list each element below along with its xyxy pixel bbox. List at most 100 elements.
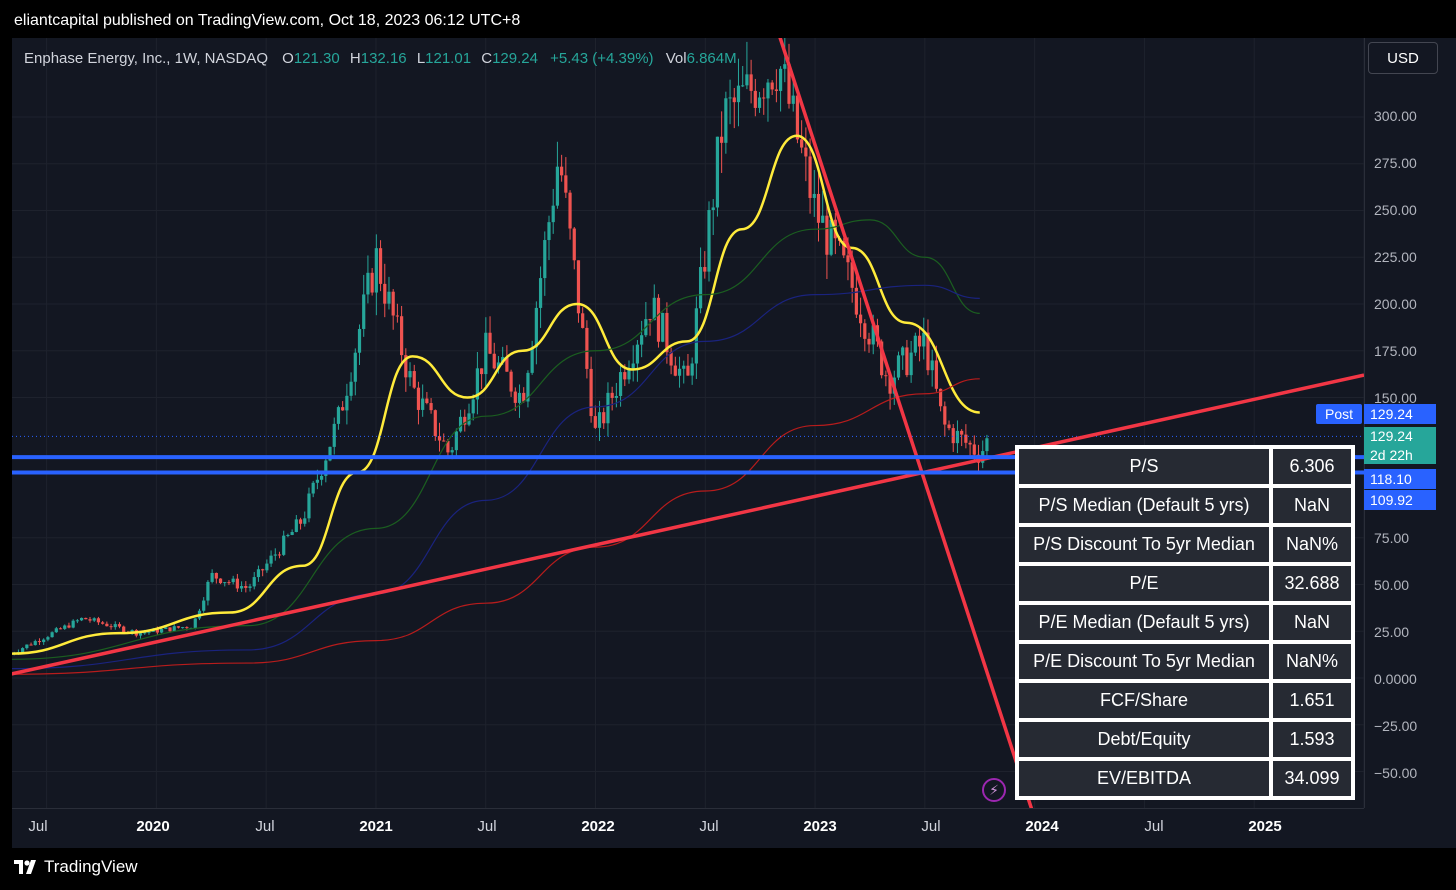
candle-body (138, 633, 143, 636)
candle-body (75, 620, 79, 622)
candle-body (113, 624, 117, 628)
candle-body (311, 482, 315, 494)
candle-body (825, 215, 829, 255)
metric-value: 34.099 (1271, 759, 1353, 798)
candle-body (800, 139, 804, 148)
candle-body (736, 85, 741, 103)
candle-body (286, 534, 290, 536)
candle-body (783, 64, 787, 69)
price-tick-label: 0.0000 (1374, 671, 1417, 687)
candle-body (858, 314, 863, 324)
candle-body (547, 222, 551, 241)
candle-body (202, 600, 206, 611)
candle-body (256, 569, 261, 578)
metric-value: 32.688 (1271, 564, 1353, 603)
candle-body (168, 627, 172, 632)
candle-body (538, 278, 543, 308)
candle-body (513, 391, 517, 403)
candle-body (880, 341, 884, 376)
candle-body (816, 193, 821, 223)
candle-body (437, 436, 442, 441)
candle-body (530, 347, 534, 373)
metric-row: P/E 32.688 (1017, 564, 1353, 603)
candle-body (698, 267, 703, 309)
price-tick-label: 175.00 (1374, 343, 1417, 359)
candle-body (349, 381, 353, 396)
candle-body (193, 618, 197, 629)
close-value: 129.24 (492, 50, 538, 67)
metric-row: P/S Discount To 5yr Median NaN% (1017, 525, 1353, 564)
candle-body (543, 240, 547, 279)
candle-body (101, 622, 105, 624)
candle-body (63, 625, 67, 629)
candle-body (602, 412, 606, 424)
candle-body (446, 440, 450, 453)
candle-body (429, 403, 433, 411)
candle-body (143, 632, 147, 634)
candle-body (597, 412, 602, 428)
price-tick-label: 275.00 (1374, 155, 1417, 171)
currency-button[interactable]: USD (1368, 42, 1438, 74)
candle-body (239, 586, 244, 589)
candle-body (829, 219, 833, 255)
candle-body (753, 90, 757, 108)
candle-body (821, 215, 825, 223)
candle-body (846, 255, 850, 263)
lightning-icon[interactable]: ⚡ (982, 778, 1006, 802)
candle-body (433, 410, 437, 437)
candle-body (450, 450, 454, 453)
candle-body (223, 582, 227, 584)
candle-body (117, 624, 122, 627)
candle-body (33, 641, 37, 646)
candle-body (884, 375, 888, 377)
footer (0, 848, 1456, 890)
candle-body (25, 644, 29, 649)
candle-body (896, 355, 901, 378)
candle-body (715, 136, 720, 208)
metric-value: NaN (1271, 486, 1353, 525)
candle-body (690, 363, 694, 376)
candle-body (471, 399, 475, 414)
chart-area[interactable] (12, 38, 1364, 808)
moving-average-red (12, 378, 980, 675)
price-chart[interactable] (12, 38, 1364, 808)
candle-body (442, 440, 446, 442)
last-price-label: 129.24 (1364, 427, 1436, 445)
tradingview-brand[interactable]: TradingView (14, 857, 138, 877)
time-axis[interactable] (12, 808, 1364, 849)
candle-body (863, 323, 867, 339)
candle-body (122, 626, 126, 633)
post-price-label: 129.24 (1364, 404, 1436, 424)
valuation-metrics-table: P/S 6.306 P/S Median (Default 5 yrs) NaN P/S… (1015, 445, 1355, 800)
candle-body (185, 627, 189, 629)
time-tick-label: 2023 (803, 818, 837, 835)
candle-body (686, 365, 690, 376)
bar-countdown-label: 2d 22h (1364, 445, 1436, 464)
high-value: 132.16 (360, 50, 407, 67)
price-tick-label: 50.00 (1374, 577, 1410, 593)
candle-body (391, 291, 395, 316)
time-tick-label: Jul (28, 818, 48, 835)
candle-body (172, 626, 176, 632)
candle-body (362, 294, 366, 329)
candle-body (593, 416, 597, 428)
candle-body (913, 335, 917, 353)
candle-body (778, 68, 783, 91)
candle-body (909, 352, 913, 376)
candle-body (374, 248, 378, 293)
candle-body (888, 376, 892, 394)
candle-body (901, 347, 905, 356)
candle-body (568, 192, 572, 229)
candle-body (328, 446, 332, 461)
candle-body (766, 82, 770, 99)
candle-body (762, 97, 766, 99)
candle-body (703, 267, 707, 272)
candle-body (614, 395, 618, 398)
candle-body (353, 352, 357, 382)
candle-body (480, 368, 484, 375)
candle-body (943, 406, 947, 425)
price-tick-label: 200.00 (1374, 296, 1417, 312)
trendline (778, 38, 1034, 808)
candle-body (214, 572, 218, 579)
candle-body (488, 332, 492, 354)
